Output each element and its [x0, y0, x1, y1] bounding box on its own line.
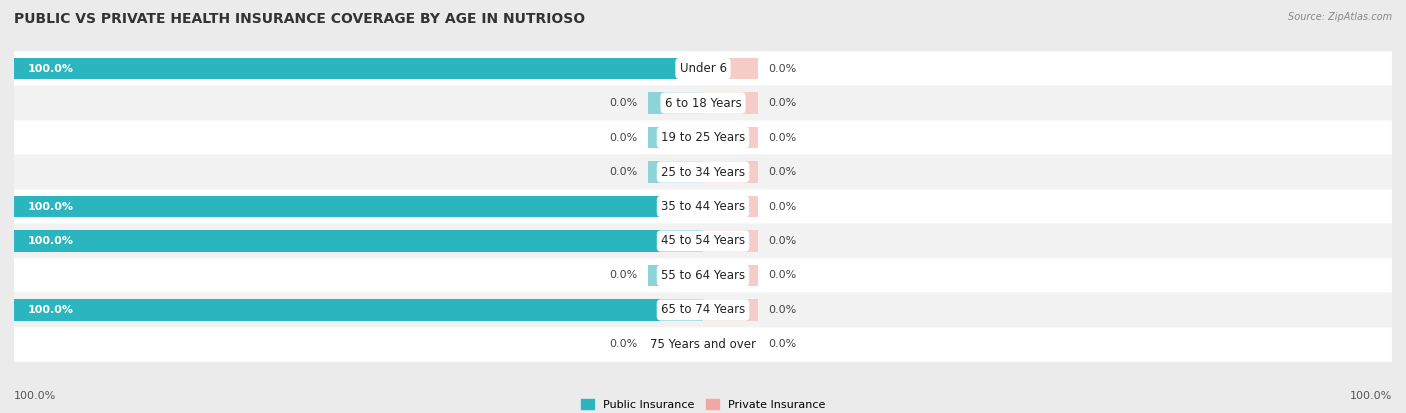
Legend: Public Insurance, Private Insurance: Public Insurance, Private Insurance: [576, 395, 830, 413]
Bar: [648, 161, 703, 183]
Bar: [648, 127, 703, 148]
FancyBboxPatch shape: [14, 189, 1392, 224]
Bar: [703, 161, 758, 183]
Text: 35 to 44 Years: 35 to 44 Years: [661, 200, 745, 213]
Bar: [703, 58, 758, 79]
Text: 0.0%: 0.0%: [769, 202, 797, 211]
Text: 100.0%: 100.0%: [28, 202, 75, 211]
FancyBboxPatch shape: [14, 120, 1392, 155]
Text: 75 Years and over: 75 Years and over: [650, 338, 756, 351]
Bar: [703, 230, 758, 252]
Text: 25 to 34 Years: 25 to 34 Years: [661, 166, 745, 178]
Text: 100.0%: 100.0%: [28, 305, 75, 315]
Bar: [703, 93, 758, 114]
Text: 0.0%: 0.0%: [769, 339, 797, 349]
Bar: [703, 334, 758, 355]
Text: 0.0%: 0.0%: [609, 339, 637, 349]
FancyBboxPatch shape: [14, 293, 1392, 327]
Text: 0.0%: 0.0%: [769, 98, 797, 108]
FancyBboxPatch shape: [14, 224, 1392, 258]
FancyBboxPatch shape: [14, 155, 1392, 189]
Bar: [14, 58, 703, 79]
Text: 0.0%: 0.0%: [769, 236, 797, 246]
Text: 0.0%: 0.0%: [769, 271, 797, 280]
Text: 6 to 18 Years: 6 to 18 Years: [665, 97, 741, 109]
Bar: [703, 265, 758, 286]
Bar: [648, 265, 703, 286]
Text: 0.0%: 0.0%: [769, 167, 797, 177]
Bar: [703, 299, 758, 320]
Bar: [648, 93, 703, 114]
Text: 0.0%: 0.0%: [769, 133, 797, 142]
FancyBboxPatch shape: [14, 327, 1392, 362]
Bar: [648, 334, 703, 355]
FancyBboxPatch shape: [14, 86, 1392, 120]
Bar: [703, 196, 758, 217]
Bar: [14, 230, 703, 252]
Text: 100.0%: 100.0%: [28, 236, 75, 246]
Bar: [14, 299, 703, 320]
Text: 45 to 54 Years: 45 to 54 Years: [661, 235, 745, 247]
Text: 100.0%: 100.0%: [28, 64, 75, 74]
Text: 0.0%: 0.0%: [609, 98, 637, 108]
Text: 55 to 64 Years: 55 to 64 Years: [661, 269, 745, 282]
Text: Under 6: Under 6: [679, 62, 727, 75]
Text: 19 to 25 Years: 19 to 25 Years: [661, 131, 745, 144]
Text: 0.0%: 0.0%: [609, 167, 637, 177]
Text: 0.0%: 0.0%: [609, 133, 637, 142]
Text: 0.0%: 0.0%: [769, 305, 797, 315]
Text: PUBLIC VS PRIVATE HEALTH INSURANCE COVERAGE BY AGE IN NUTRIOSO: PUBLIC VS PRIVATE HEALTH INSURANCE COVER…: [14, 12, 585, 26]
FancyBboxPatch shape: [14, 51, 1392, 86]
Text: 100.0%: 100.0%: [1350, 391, 1392, 401]
Bar: [703, 127, 758, 148]
Text: Source: ZipAtlas.com: Source: ZipAtlas.com: [1288, 12, 1392, 22]
Text: 65 to 74 Years: 65 to 74 Years: [661, 304, 745, 316]
FancyBboxPatch shape: [14, 258, 1392, 293]
Text: 0.0%: 0.0%: [769, 64, 797, 74]
Bar: [14, 196, 703, 217]
Text: 0.0%: 0.0%: [609, 271, 637, 280]
Text: 100.0%: 100.0%: [14, 391, 56, 401]
